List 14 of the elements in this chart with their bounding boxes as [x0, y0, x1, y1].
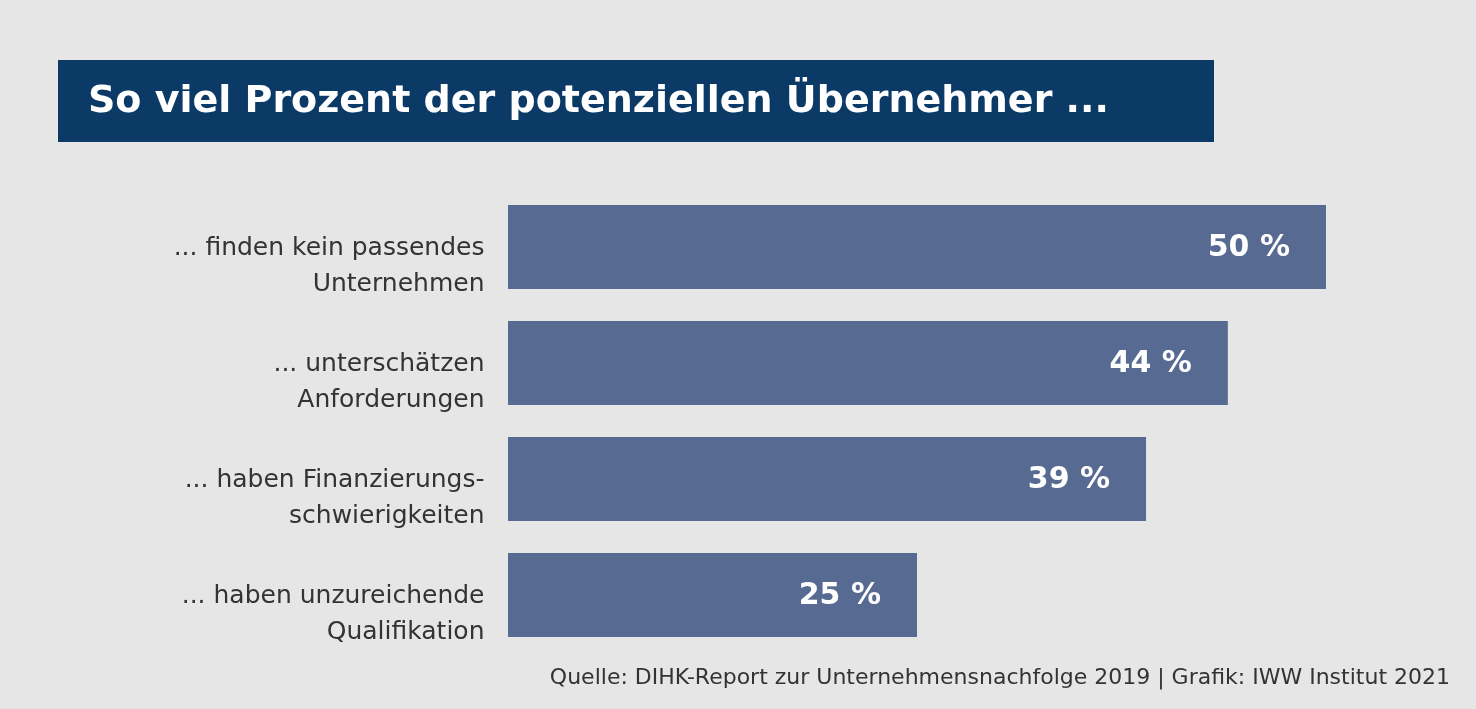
annotation: Quelle: DIHK-Report zur Unternehmensnachfolge 2019 | Grafik: IWW Institut 2021: [549, 664, 1450, 690]
y-tick-label: ... unterschätzen Anforderungen: [273, 348, 485, 413]
y-tick-label: ... haben unzureichende Qualifikation: [181, 580, 485, 645]
data-label: 44 %: [1109, 344, 1192, 379]
bar: [508, 205, 1326, 289]
bar: [508, 553, 917, 637]
bar: [508, 321, 1228, 405]
y-tick-label: ... finden kein passendes Unternehmen: [173, 232, 485, 297]
data-label: 39 %: [1027, 460, 1111, 495]
y-tick-label: ... haben Finanzierungs- schwierigkeiten: [184, 464, 485, 529]
data-label: 25 %: [798, 576, 881, 611]
data-label: 50 %: [1207, 228, 1290, 263]
chart-title: So viel Prozent der potenziellen Übernehmer ...: [88, 77, 1109, 121]
bar: [508, 437, 1147, 521]
